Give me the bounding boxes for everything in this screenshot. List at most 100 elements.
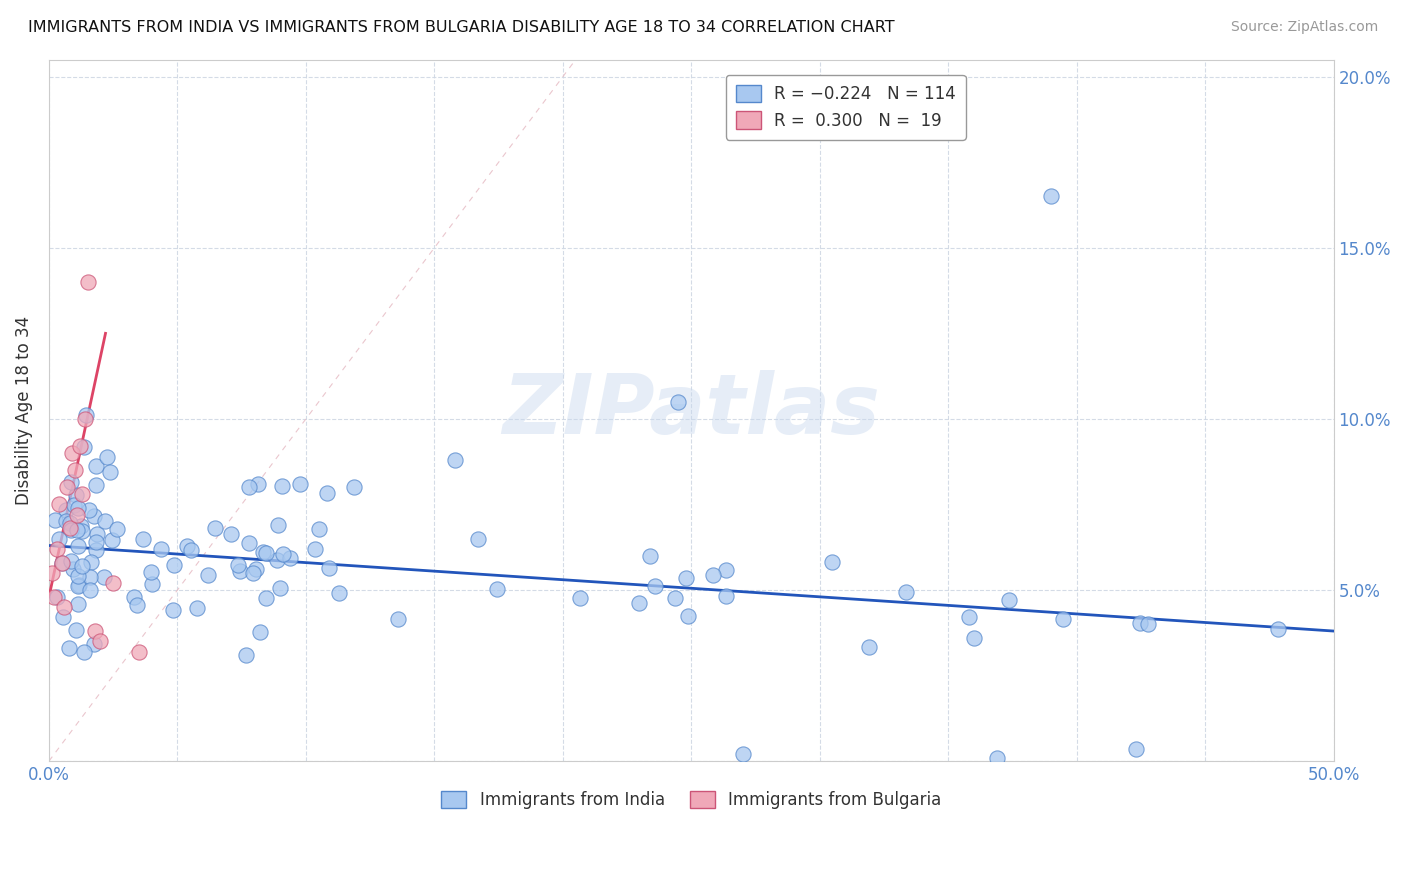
Point	[1040, 189, 1063, 203]
Point	[628, 596, 651, 610]
Text: ZIPatlas: ZIPatlas	[502, 370, 880, 450]
Point	[84, 458, 107, 473]
Point	[186, 600, 208, 615]
Point	[821, 555, 844, 569]
Text: IMMIGRANTS FROM INDIA VS IMMIGRANTS FROM BULGARIA DISABILITY AGE 18 TO 34 CORREL: IMMIGRANTS FROM INDIA VS IMMIGRANTS FROM…	[28, 20, 894, 35]
Point	[86, 478, 108, 492]
Point	[249, 625, 271, 640]
Point	[46, 591, 69, 605]
Point	[67, 597, 90, 611]
Point	[957, 610, 980, 624]
Point	[72, 487, 94, 501]
Point	[387, 612, 409, 626]
Point	[45, 541, 67, 556]
Point	[128, 644, 150, 658]
Point	[73, 440, 96, 454]
Point	[73, 645, 96, 659]
Point	[93, 570, 115, 584]
Point	[1052, 612, 1074, 626]
Point	[267, 517, 290, 532]
Point	[644, 579, 666, 593]
Point	[238, 536, 260, 550]
Point	[76, 275, 98, 289]
Point	[48, 498, 70, 512]
Point	[247, 476, 270, 491]
Point	[162, 603, 184, 617]
Point	[731, 747, 754, 762]
Point	[894, 585, 917, 599]
Point	[716, 589, 738, 603]
Y-axis label: Disability Age 18 to 34: Disability Age 18 to 34	[15, 316, 32, 505]
Point	[176, 539, 198, 553]
Point	[101, 533, 124, 548]
Point	[84, 624, 107, 638]
Point	[83, 637, 105, 651]
Point	[858, 640, 880, 654]
Point	[69, 439, 91, 453]
Point	[51, 556, 73, 570]
Point	[52, 609, 75, 624]
Point	[328, 586, 350, 600]
Point	[204, 521, 226, 535]
Point	[86, 527, 108, 541]
Point	[343, 479, 366, 493]
Text: Source: ZipAtlas.com: Source: ZipAtlas.com	[1230, 20, 1378, 34]
Point	[245, 562, 267, 576]
Point	[66, 508, 89, 522]
Point	[998, 593, 1021, 607]
Point	[60, 554, 83, 568]
Point	[79, 570, 101, 584]
Point	[238, 480, 260, 494]
Point	[278, 550, 301, 565]
Point	[53, 600, 76, 615]
Point	[75, 408, 97, 422]
Point	[70, 518, 93, 533]
Legend: Immigrants from India, Immigrants from Bulgaria: Immigrants from India, Immigrants from B…	[434, 784, 948, 816]
Point	[56, 480, 79, 494]
Point	[60, 446, 83, 460]
Point	[84, 542, 107, 557]
Point	[675, 571, 697, 585]
Point	[77, 502, 100, 516]
Point	[986, 750, 1008, 764]
Point	[308, 522, 330, 536]
Point	[72, 558, 94, 573]
Point	[668, 394, 690, 409]
Point	[304, 541, 326, 556]
Point	[219, 527, 242, 541]
Point	[79, 583, 101, 598]
Point	[676, 609, 699, 624]
Point	[66, 539, 89, 553]
Point	[569, 591, 592, 606]
Point	[44, 513, 66, 527]
Point	[139, 566, 162, 580]
Point	[42, 590, 65, 604]
Point	[58, 641, 80, 656]
Point	[1129, 615, 1152, 630]
Point	[58, 521, 80, 535]
Point	[714, 564, 737, 578]
Point	[79, 556, 101, 570]
Point	[131, 532, 153, 546]
Point	[229, 564, 252, 578]
Point	[65, 488, 87, 502]
Point	[66, 524, 89, 538]
Point	[65, 623, 87, 637]
Point	[254, 591, 277, 605]
Point	[288, 477, 311, 491]
Point	[48, 533, 70, 547]
Point	[254, 546, 277, 560]
Point	[226, 558, 249, 573]
Point	[664, 591, 686, 606]
Point	[66, 501, 89, 516]
Point	[59, 516, 82, 530]
Point	[963, 631, 986, 645]
Point	[271, 547, 294, 561]
Point	[59, 524, 82, 538]
Point	[84, 535, 107, 549]
Point	[96, 450, 118, 464]
Point	[702, 568, 724, 582]
Point	[83, 508, 105, 523]
Point	[266, 552, 288, 566]
Point	[67, 578, 90, 592]
